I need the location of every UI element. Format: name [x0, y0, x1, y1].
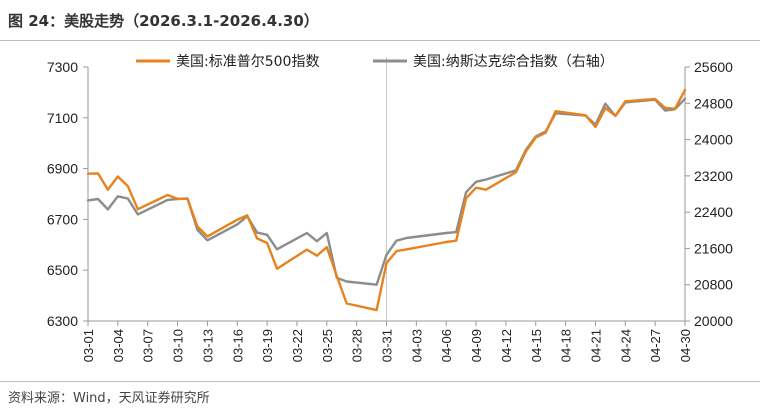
- x-tick-label: 03-25: [320, 329, 335, 362]
- x-tick-label: 03-19: [260, 329, 275, 362]
- legend-label-nasdaq: 美国:纳斯达克综合指数（右轴）: [413, 54, 614, 70]
- legend: 美国:标准普尔500指数 美国:纳斯达克综合指数（右轴）: [136, 54, 614, 70]
- x-tick-label: 04-27: [648, 329, 663, 362]
- series-line-sp500: [86, 88, 687, 312]
- x-tick-label: 03-13: [200, 329, 215, 362]
- footer: 资料来源：Wind，天风证券研究所: [0, 381, 760, 410]
- y-right-tick-label: 23200: [694, 168, 733, 184]
- x-tick-label: 04-06: [439, 329, 454, 362]
- y-right-tick-label: 24000: [694, 132, 733, 148]
- y-right-tick-label: 25600: [694, 59, 733, 75]
- source-note: 资料来源：Wind，天风证券研究所: [8, 391, 210, 406]
- y-left-tick-label: 6900: [47, 161, 78, 177]
- x-tick-label: 04-30: [678, 329, 693, 362]
- y-right-tick-label: 20000: [694, 313, 733, 329]
- y-left-tick-label: 7100: [47, 110, 78, 126]
- y-left-tick-label: 6500: [47, 262, 78, 278]
- x-tick-label: 04-18: [559, 329, 574, 362]
- x-tick-label: 03-01: [81, 329, 96, 362]
- y-left-tick-label: 6300: [47, 313, 78, 329]
- y-left-tick-label: 7300: [47, 59, 78, 75]
- x-tick-label: 03-10: [171, 329, 186, 362]
- x-tick-label: 04-24: [618, 329, 633, 362]
- x-tick-label: 03-16: [230, 329, 245, 362]
- title-bar: 图 24：美股走势（2026.3.1-2026.4.30）: [0, 0, 760, 41]
- x-tick-label: 03-07: [141, 329, 156, 362]
- x-tick-label: 03-31: [380, 329, 395, 362]
- y-left-tick-label: 6700: [47, 211, 78, 227]
- x-tick-label: 04-15: [529, 329, 544, 362]
- x-tick-label: 03-28: [350, 329, 365, 362]
- chart-area: 6300 6500 6700 6900 7100 7300 20000 20800 21600 2…: [47, 54, 733, 362]
- x-tick-label: 04-12: [499, 329, 514, 362]
- axes-layer: 6300 6500 6700 6900 7100 7300 20000 20800 21600 2…: [47, 57, 733, 362]
- x-tick-label: 04-09: [469, 329, 484, 362]
- x-tick-label: 04-03: [409, 329, 424, 362]
- x-tick-label: 03-04: [111, 329, 126, 362]
- y-right-tick-label: 22400: [694, 204, 733, 220]
- legend-label-sp500: 美国:标准普尔500指数: [176, 54, 319, 70]
- y-right-tick-label: 24800: [694, 95, 733, 111]
- y-right-tick-label: 20800: [694, 277, 733, 293]
- chart-title: 图 24：美股走势（2026.3.1-2026.4.30）: [8, 12, 319, 30]
- x-tick-label: 04-21: [588, 329, 603, 362]
- y-right-tick-label: 21600: [694, 240, 733, 256]
- series-layer: [86, 88, 687, 312]
- x-tick-label: 03-22: [290, 329, 305, 362]
